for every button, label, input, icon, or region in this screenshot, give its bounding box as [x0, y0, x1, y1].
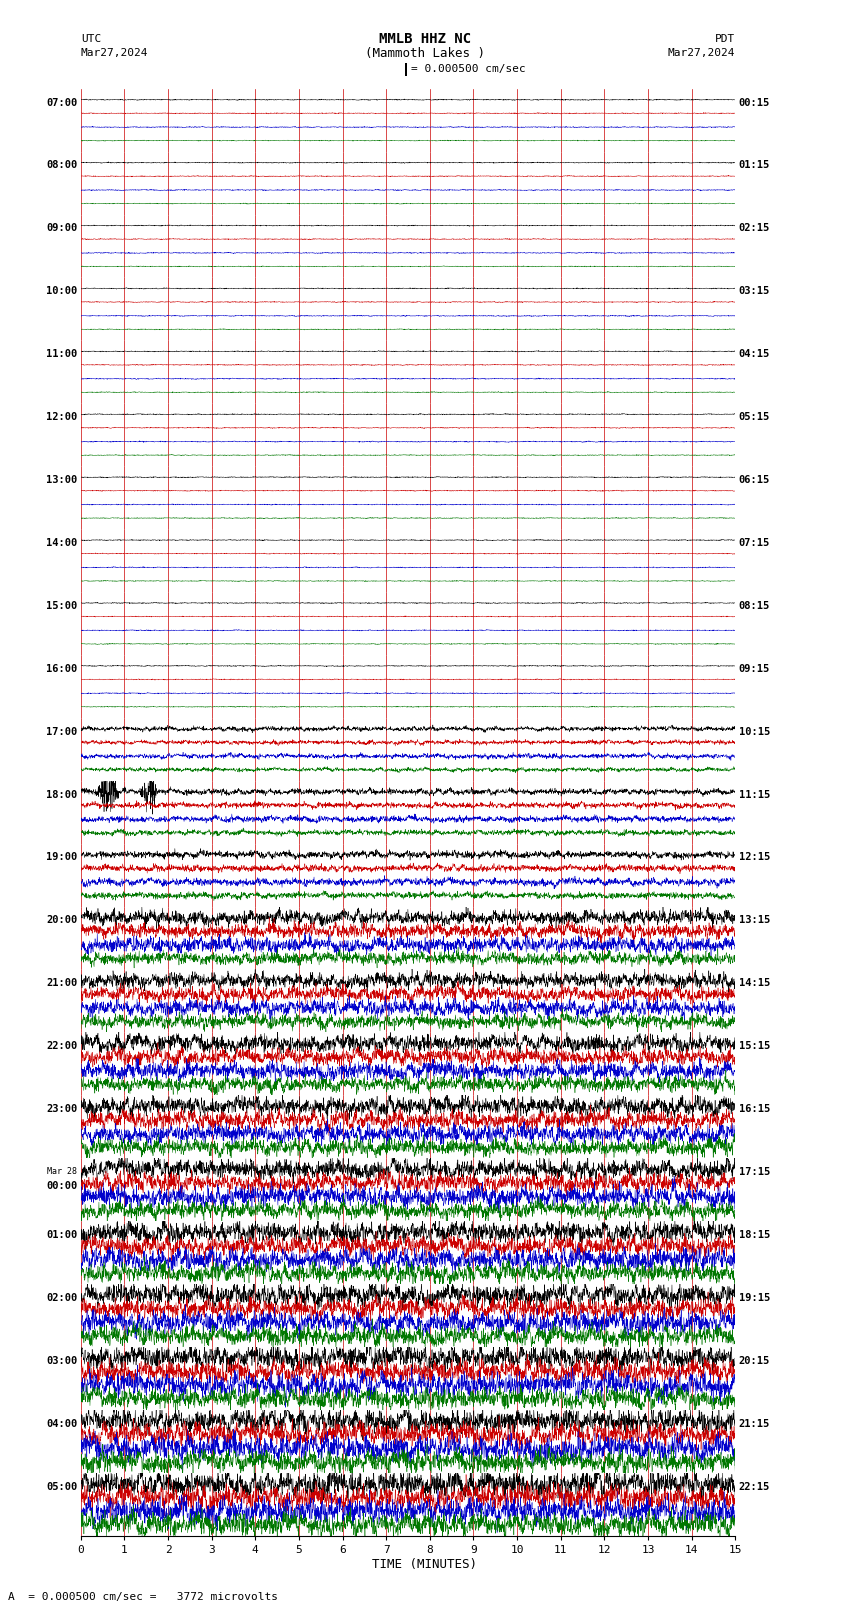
- Text: 13:00: 13:00: [46, 474, 77, 486]
- Text: 10:00: 10:00: [46, 286, 77, 297]
- Text: 07:00: 07:00: [46, 97, 77, 108]
- Text: (Mammoth Lakes ): (Mammoth Lakes ): [365, 47, 485, 60]
- Text: 00:00: 00:00: [46, 1181, 77, 1192]
- Text: 01:15: 01:15: [739, 160, 770, 171]
- Text: 22:00: 22:00: [46, 1040, 77, 1052]
- Text: TIME (MINUTES): TIME (MINUTES): [372, 1558, 478, 1571]
- Text: 16:15: 16:15: [739, 1103, 770, 1115]
- Text: 04:15: 04:15: [739, 348, 770, 360]
- Text: 08:15: 08:15: [739, 600, 770, 611]
- Text: 19:00: 19:00: [46, 852, 77, 863]
- Text: 12:00: 12:00: [46, 411, 77, 423]
- Text: 11:00: 11:00: [46, 348, 77, 360]
- Text: 19:15: 19:15: [739, 1292, 770, 1303]
- Text: 02:15: 02:15: [739, 223, 770, 234]
- Text: 06:15: 06:15: [739, 474, 770, 486]
- Text: 20:00: 20:00: [46, 915, 77, 926]
- Text: 15:00: 15:00: [46, 600, 77, 611]
- Text: 05:15: 05:15: [739, 411, 770, 423]
- Text: 09:15: 09:15: [739, 663, 770, 674]
- Text: Mar27,2024: Mar27,2024: [668, 48, 735, 58]
- Text: 03:15: 03:15: [739, 286, 770, 297]
- Text: 08:00: 08:00: [46, 160, 77, 171]
- Text: 04:00: 04:00: [46, 1418, 77, 1429]
- Text: = 0.000500 cm/sec: = 0.000500 cm/sec: [411, 65, 526, 74]
- Text: 14:00: 14:00: [46, 537, 77, 548]
- Text: 21:00: 21:00: [46, 977, 77, 989]
- Text: 20:15: 20:15: [739, 1355, 770, 1366]
- Text: 22:15: 22:15: [739, 1481, 770, 1492]
- Text: Mar27,2024: Mar27,2024: [81, 48, 148, 58]
- Text: 21:15: 21:15: [739, 1418, 770, 1429]
- Text: UTC: UTC: [81, 34, 101, 44]
- Text: 23:00: 23:00: [46, 1103, 77, 1115]
- Text: 00:15: 00:15: [739, 97, 770, 108]
- Text: 17:15: 17:15: [739, 1166, 770, 1177]
- Text: 16:00: 16:00: [46, 663, 77, 674]
- Text: 09:00: 09:00: [46, 223, 77, 234]
- Text: 03:00: 03:00: [46, 1355, 77, 1366]
- Text: 11:15: 11:15: [739, 789, 770, 800]
- Text: A  = 0.000500 cm/sec =   3772 microvolts: A = 0.000500 cm/sec = 3772 microvolts: [8, 1592, 279, 1602]
- Text: 02:00: 02:00: [46, 1292, 77, 1303]
- Text: 18:15: 18:15: [739, 1229, 770, 1240]
- Text: Mar 28: Mar 28: [48, 1168, 77, 1176]
- Text: 12:15: 12:15: [739, 852, 770, 863]
- Text: 13:15: 13:15: [739, 915, 770, 926]
- Text: PDT: PDT: [715, 34, 735, 44]
- Text: 07:15: 07:15: [739, 537, 770, 548]
- Text: 14:15: 14:15: [739, 977, 770, 989]
- Text: 18:00: 18:00: [46, 789, 77, 800]
- Text: MMLB HHZ NC: MMLB HHZ NC: [379, 32, 471, 45]
- Text: 17:00: 17:00: [46, 726, 77, 737]
- Text: 05:00: 05:00: [46, 1481, 77, 1492]
- Text: 10:15: 10:15: [739, 726, 770, 737]
- Text: 15:15: 15:15: [739, 1040, 770, 1052]
- Text: 01:00: 01:00: [46, 1229, 77, 1240]
